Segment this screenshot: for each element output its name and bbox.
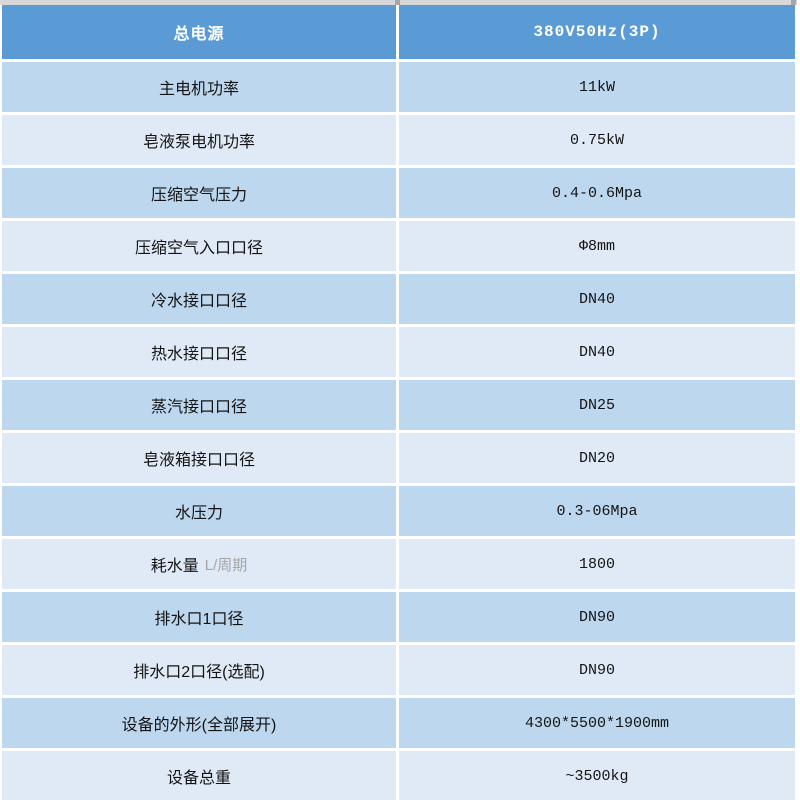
row-value-cell: 0.75kW — [399, 115, 795, 165]
row-value: ~3500kg — [565, 767, 629, 785]
table-row: 压缩空气压力 0.4-0.6Mpa — [2, 168, 795, 218]
row-label-cell: 压缩空气入口口径 — [2, 221, 396, 271]
row-label-cell: 压缩空气压力 — [2, 168, 396, 218]
cropped-divider-mark — [395, 0, 400, 5]
table-row: 排水口1口径 DN90 — [2, 592, 795, 642]
row-label: 压缩空气压力 — [150, 187, 247, 204]
row-label-cell: 设备的外形(全部展开) — [2, 698, 396, 748]
row-label: 设备的外形(全部展开) — [121, 717, 277, 734]
table-row: 设备的外形(全部展开) 4300*5500*1900mm — [2, 698, 795, 748]
row-label-cell: 排水口1口径 — [2, 592, 396, 642]
spec-table: 总电源 380V50Hz(3P) 主电机功率 11kW 皂液泵电机功率 0.75… — [2, 5, 795, 800]
table-row: 蒸汽接口口径 DN25 — [2, 380, 795, 430]
table-row: 排水口2口径(选配) DN90 — [2, 645, 795, 695]
table-row: 冷水接口口径 DN40 — [2, 274, 795, 324]
row-label: 排水口2口径(选配) — [133, 664, 265, 681]
row-value-cell: ~3500kg — [399, 751, 795, 800]
row-label-cell: 冷水接口口径 — [2, 274, 396, 324]
table-header-row: 总电源 380V50Hz(3P) — [2, 5, 795, 59]
row-label-cell: 设备总重 — [2, 751, 396, 800]
row-label-cell: 排水口2口径(选配) — [2, 645, 396, 695]
header-value-cell: 380V50Hz(3P) — [399, 5, 795, 59]
row-value-cell: 1800 — [399, 539, 795, 589]
row-value: DN90 — [578, 661, 615, 679]
row-label: 水压力 — [174, 505, 223, 522]
row-value-cell: 4300*5500*1900mm — [399, 698, 795, 748]
row-label: 冷水接口口径 — [150, 293, 247, 310]
row-label: 主电机功率 — [158, 81, 239, 98]
row-label-cell: 主电机功率 — [2, 62, 396, 112]
row-value: 1800 — [578, 555, 615, 573]
row-value-cell: DN40 — [399, 327, 795, 377]
row-value: DN40 — [578, 290, 615, 308]
table-row: 皂液箱接口口径 DN20 — [2, 433, 795, 483]
table-row: 皂液泵电机功率 0.75kW — [2, 115, 795, 165]
row-label-cell: 水压力 — [2, 486, 396, 536]
row-label: 设备总重 — [166, 770, 231, 787]
row-label-cell: 耗水量 L/周期 — [2, 539, 396, 589]
row-label-cell: 皂液泵电机功率 — [2, 115, 396, 165]
row-label: 皂液箱接口口径 — [142, 452, 255, 469]
row-label: 压缩空气入口口径 — [134, 240, 263, 257]
row-value: DN25 — [578, 396, 615, 414]
table-row: 主电机功率 11kW — [2, 62, 795, 112]
row-value-cell: Φ8mm — [399, 221, 795, 271]
row-label: 蒸汽接口口径 — [150, 399, 247, 416]
header-label-cell: 总电源 — [2, 5, 396, 59]
row-value-cell: 11kW — [399, 62, 795, 112]
row-value-cell: DN25 — [399, 380, 795, 430]
row-value: DN40 — [578, 343, 615, 361]
row-value-cell: DN90 — [399, 592, 795, 642]
row-value: Φ8mm — [578, 237, 615, 255]
row-label-unit: L/周期 — [204, 556, 248, 574]
row-value-cell: DN40 — [399, 274, 795, 324]
row-value-cell: DN90 — [399, 645, 795, 695]
row-value: 0.4-0.6Mpa — [551, 184, 642, 202]
table-row: 耗水量 L/周期 1800 — [2, 539, 795, 589]
row-label: 排水口1口径 — [154, 611, 244, 628]
row-value-cell: DN20 — [399, 433, 795, 483]
row-label-cell: 蒸汽接口口径 — [2, 380, 396, 430]
row-value: DN90 — [578, 608, 615, 626]
row-label: 耗水量 — [150, 558, 199, 575]
row-label-cell: 皂液箱接口口径 — [2, 433, 396, 483]
table-row: 水压力 0.3-06Mpa — [2, 486, 795, 536]
table-row: 设备总重 ~3500kg — [2, 751, 795, 800]
table-body: 主电机功率 11kW 皂液泵电机功率 0.75kW 压缩空气压力 0.4-0.6… — [2, 62, 795, 800]
cropped-row-edge — [0, 0, 797, 5]
cropped-divider-mark-right — [791, 0, 796, 5]
row-label-cell: 热水接口口径 — [2, 327, 396, 377]
row-value: 0.75kW — [569, 131, 624, 149]
row-value: 11kW — [578, 78, 615, 96]
row-value-cell: 0.3-06Mpa — [399, 486, 795, 536]
table-row: 热水接口口径 DN40 — [2, 327, 795, 377]
row-value: 0.3-06Mpa — [556, 502, 638, 520]
row-value-cell: 0.4-0.6Mpa — [399, 168, 795, 218]
row-label: 皂液泵电机功率 — [142, 134, 255, 151]
row-value: 4300*5500*1900mm — [524, 714, 670, 732]
table-row: 压缩空气入口口径 Φ8mm — [2, 221, 795, 271]
row-label: 热水接口口径 — [150, 346, 247, 363]
row-value: DN20 — [578, 449, 615, 467]
